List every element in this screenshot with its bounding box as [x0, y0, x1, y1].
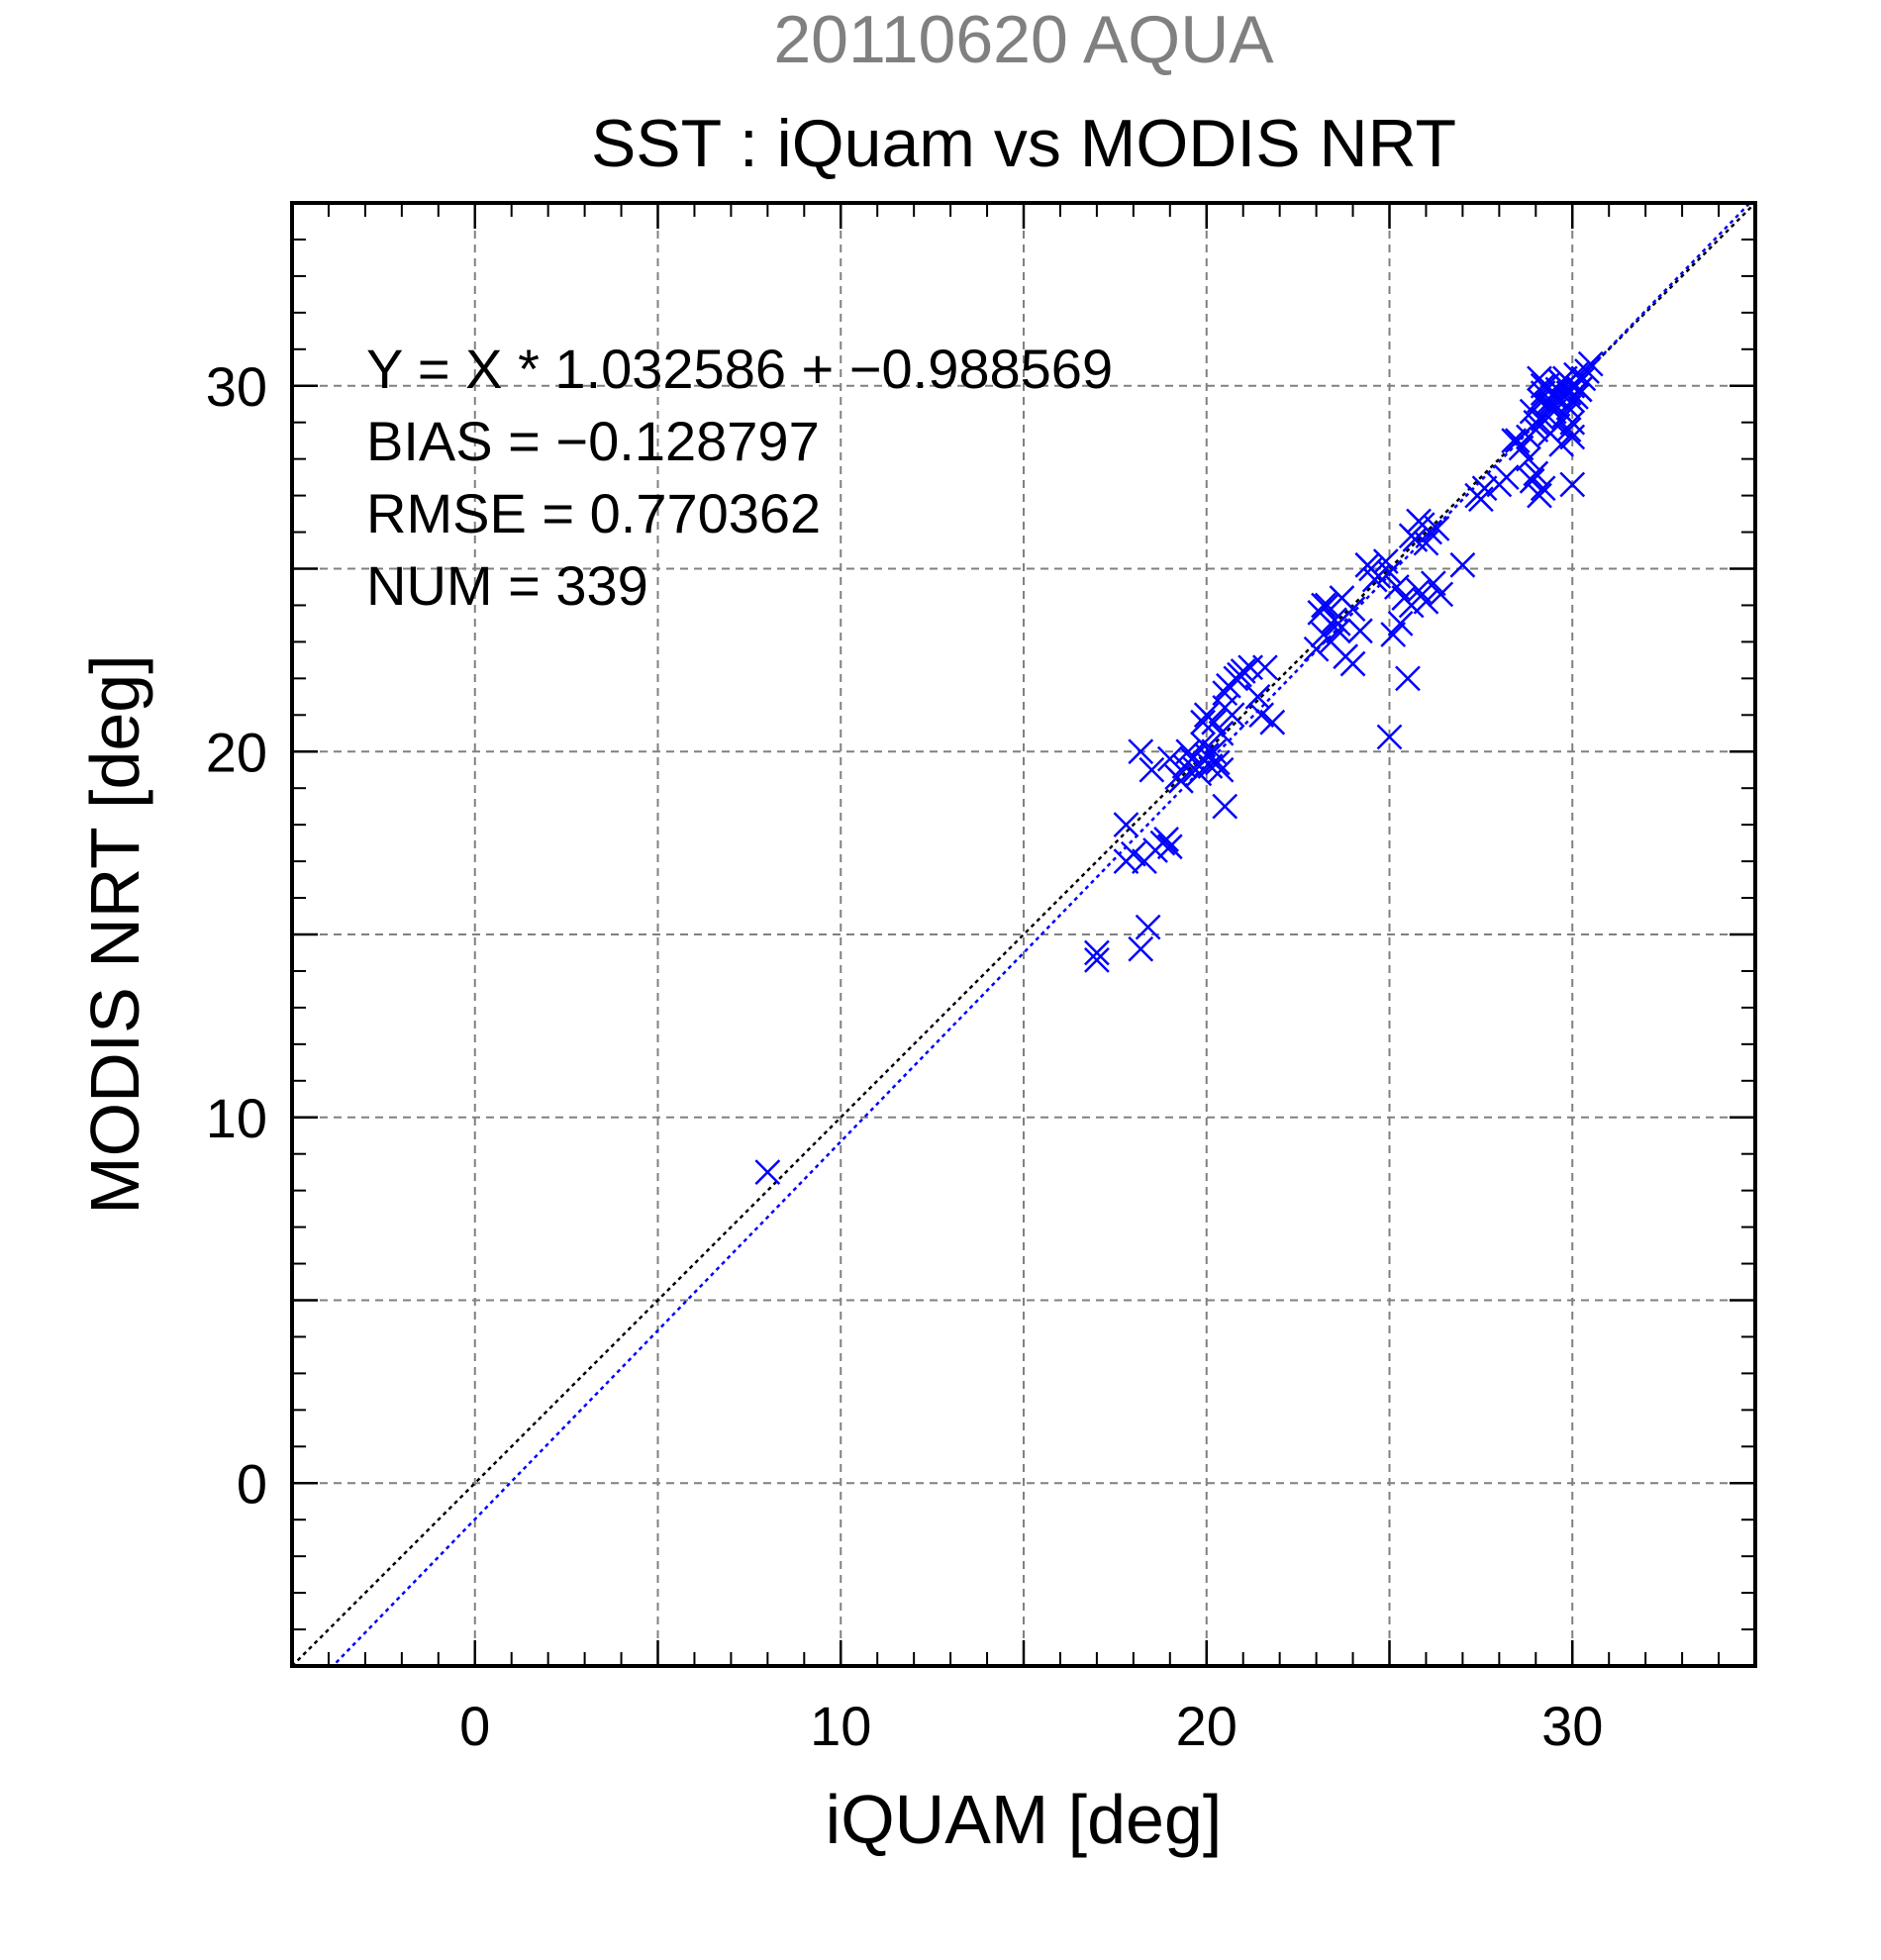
rmse-text: RMSE = 0.770362	[366, 482, 821, 544]
data-point	[1244, 683, 1271, 710]
data-point	[1128, 738, 1154, 765]
data-point	[1555, 395, 1582, 421]
data-point	[1227, 661, 1252, 688]
data-point	[754, 1159, 781, 1186]
chart-title: 20110620 AQUA	[773, 2, 1274, 77]
data-point	[1303, 636, 1330, 662]
data-point	[1168, 767, 1194, 794]
major-ticks	[292, 203, 1755, 1666]
data-point	[1420, 570, 1446, 597]
data-point	[1555, 417, 1582, 442]
data-point	[1212, 680, 1238, 707]
data-point	[1449, 551, 1476, 578]
regression-equation-text: Y = X * 1.032586 + −0.988569	[366, 338, 1113, 400]
data-point	[1380, 622, 1407, 647]
minor-ticks	[292, 203, 1755, 1666]
data-point	[1467, 486, 1494, 513]
num-text: NUM = 339	[366, 554, 648, 617]
data-point	[1519, 467, 1545, 494]
data-point	[1527, 482, 1552, 509]
data-point	[1113, 812, 1139, 838]
y-tick-labels: 0 10 20 30	[206, 355, 267, 1516]
data-point	[1201, 709, 1228, 735]
y-tick-label: 10	[206, 1087, 267, 1149]
x-tick-labels: 0 10 20 30	[459, 1695, 1603, 1757]
data-point	[1376, 559, 1403, 586]
x-tick-label: 10	[810, 1695, 871, 1757]
data-point	[1347, 618, 1373, 644]
data-point	[1156, 833, 1183, 860]
data-point	[1248, 702, 1275, 729]
data-point	[1314, 592, 1340, 619]
data-point	[1208, 756, 1235, 783]
y-tick-label: 0	[237, 1452, 267, 1515]
data-point	[1548, 431, 1575, 457]
data-point	[1530, 475, 1556, 502]
x-tick-label: 0	[459, 1695, 490, 1757]
plot-frame	[290, 201, 1757, 1668]
data-point	[1398, 592, 1425, 619]
data-point	[1574, 358, 1600, 384]
data-point	[1138, 756, 1165, 783]
data-point	[1559, 471, 1586, 498]
data-point	[1516, 445, 1541, 472]
data-point	[1251, 654, 1278, 681]
data-point	[1354, 551, 1381, 578]
data-point	[1376, 724, 1403, 750]
data-point	[1540, 398, 1567, 425]
y-tick-label: 30	[206, 355, 267, 418]
data-point	[1128, 935, 1154, 962]
data-point	[1084, 939, 1110, 966]
data-point	[1530, 372, 1556, 399]
data-point	[1398, 523, 1425, 549]
stats-annotation: Y = X * 1.032586 + −0.988569 BIAS = −0.1…	[366, 338, 1113, 617]
y-tick-label: 20	[206, 721, 267, 783]
data-points	[754, 350, 1604, 1186]
data-point	[1530, 406, 1556, 432]
data-point	[1566, 376, 1593, 403]
data-point	[1493, 464, 1520, 491]
data-point	[1395, 665, 1421, 692]
x-tick-label: 30	[1541, 1695, 1603, 1757]
data-point	[1325, 611, 1351, 637]
data-point	[1135, 914, 1161, 940]
data-point	[1508, 435, 1534, 461]
data-point	[1182, 756, 1209, 783]
data-point	[1559, 424, 1586, 450]
data-point	[1504, 428, 1531, 454]
data-point	[1424, 515, 1450, 541]
data-point	[1153, 827, 1179, 852]
data-point	[1204, 749, 1231, 776]
data-point	[1428, 581, 1454, 608]
data-point	[1413, 530, 1439, 556]
data-point	[1190, 709, 1216, 735]
data-point	[1523, 460, 1549, 487]
x-axis-label: iQUAM [deg]	[826, 1781, 1223, 1858]
data-point	[1361, 566, 1388, 593]
data-point	[1384, 574, 1410, 600]
data-point	[1212, 793, 1238, 820]
data-point	[1259, 709, 1286, 735]
chart-subtitle: SST : iQuam vs MODIS NRT	[591, 106, 1456, 181]
data-point	[1563, 383, 1589, 410]
data-point	[1219, 702, 1245, 729]
bias-text: BIAS = −0.128797	[366, 410, 820, 472]
data-point	[1311, 592, 1336, 619]
y-axis-label: MODIS NRT [deg]	[76, 654, 153, 1214]
data-point	[1208, 720, 1235, 746]
x-tick-label: 20	[1176, 1695, 1238, 1757]
regression-line	[331, 203, 1752, 1666]
data-point	[1339, 650, 1366, 677]
data-point	[1406, 577, 1432, 604]
data-point	[1156, 745, 1183, 772]
data-point	[1577, 350, 1604, 377]
data-point	[1084, 946, 1110, 973]
data-point	[1413, 588, 1439, 615]
data-point	[1406, 508, 1432, 535]
data-point	[1387, 611, 1414, 637]
data-point	[1120, 840, 1146, 867]
